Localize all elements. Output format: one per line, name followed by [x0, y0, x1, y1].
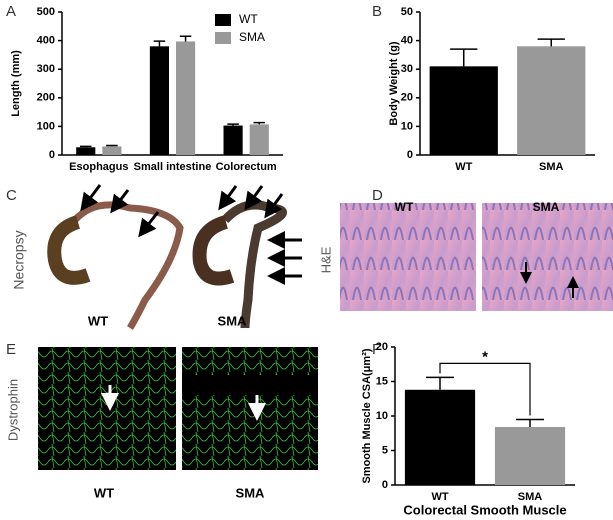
y-tick-label: 500 — [37, 6, 55, 18]
legend-swatch — [215, 14, 231, 26]
he-panel: D H&E WT SMA — [318, 187, 613, 311]
bar — [176, 41, 196, 155]
y-tick-label: 0 — [382, 479, 388, 491]
panel-label: B — [372, 3, 382, 20]
legend-label: WT — [239, 12, 258, 26]
he-image — [482, 203, 613, 311]
x-tick-label: SMA — [539, 161, 564, 173]
error-bar — [153, 40, 166, 47]
he-image — [340, 203, 476, 311]
y-tick-label: 20 — [401, 92, 413, 104]
bar — [429, 66, 498, 155]
y-tick-label: 20 — [376, 341, 388, 353]
y-tick-label: 100 — [37, 120, 55, 132]
bar-chart: B 0 10 20 30 40 50 Body Weight (g) WT SMA — [372, 3, 595, 173]
y-tick-label: 10 — [376, 410, 388, 422]
panel-label: A — [6, 3, 16, 20]
panel-label: C — [6, 187, 17, 204]
panel-label: F — [372, 341, 381, 358]
x-tick-label: Small intestine — [134, 161, 212, 173]
arrow — [138, 211, 160, 238]
error-bar — [450, 48, 478, 67]
error-bar — [425, 376, 455, 390]
arrow — [218, 185, 238, 211]
y-tick-label: 0 — [407, 149, 413, 161]
arrow — [244, 185, 264, 211]
error-bar — [80, 145, 92, 148]
bar — [76, 147, 96, 155]
group-label: WT — [88, 313, 108, 328]
y-tick-label: 10 — [401, 120, 413, 132]
panel-title: Dystrophin — [5, 379, 20, 441]
intestine-image — [72, 201, 184, 330]
panel-title: Necropsy — [11, 230, 27, 289]
panel-title: H&E — [318, 246, 333, 273]
dystrophin-panel: E Dystrophin WT SMA — [5, 341, 318, 500]
arrow — [264, 193, 284, 219]
bar — [494, 427, 566, 485]
bar — [517, 46, 586, 155]
intestine-image — [192, 215, 235, 286]
error-bar — [179, 35, 192, 42]
x-tick-label: SMA — [518, 491, 543, 503]
dystrophin-image — [38, 347, 176, 470]
dystrophin-image — [182, 375, 318, 395]
group-label: WT — [94, 485, 114, 500]
y-tick-label: 30 — [401, 63, 413, 75]
y-axis-label: Body Weight (g) — [388, 41, 400, 125]
bar — [102, 146, 122, 155]
legend-swatch — [215, 32, 231, 44]
intestine-image — [221, 200, 287, 329]
group-label: WT — [395, 200, 414, 214]
panel-label: E — [6, 341, 16, 358]
y-tick-label: 200 — [37, 92, 55, 104]
significance-label: * — [482, 348, 488, 365]
group-label: SMA — [236, 485, 266, 500]
significance-bracket — [439, 362, 531, 416]
y-tick-label: 300 — [37, 63, 55, 75]
group-label: SMA — [218, 313, 248, 328]
bar-chart: A 0 100 200 300 400 500 Length (mm) Esophagus Sma… — [6, 3, 283, 173]
x-tick-label: Esophagus — [69, 161, 128, 173]
error-bar — [106, 144, 118, 147]
x-tick-label: WT — [431, 491, 448, 503]
y-tick-label: 5 — [382, 444, 388, 456]
arrow — [80, 184, 102, 212]
y-tick-label: 15 — [376, 375, 388, 387]
bar — [404, 389, 476, 485]
x-axis-label: Colorectal Smooth Muscle — [403, 502, 566, 517]
y-tick-label: 50 — [401, 6, 413, 18]
y-axis-label: Smooth Muscle CSA(μm²) — [361, 348, 373, 483]
bar — [249, 124, 269, 155]
bar — [149, 46, 169, 155]
error-bar — [537, 38, 565, 47]
x-tick-label: WT — [455, 161, 472, 173]
bar — [223, 125, 243, 155]
error-bar — [253, 121, 265, 125]
intestine-image — [47, 215, 91, 285]
y-tick-label: 0 — [49, 149, 55, 161]
y-tick-label: 40 — [401, 35, 413, 47]
dystrophin-image — [182, 347, 318, 470]
group-label: SMA — [533, 200, 560, 214]
necropsy-panel: C Necropsy WT SMA — [6, 184, 302, 330]
panel-label: D — [372, 187, 383, 204]
legend-label: SMA — [239, 30, 265, 44]
error-bar — [515, 418, 545, 428]
y-axis-label: Length (mm) — [10, 50, 22, 117]
x-tick-label: Colorectum — [216, 161, 277, 173]
arrow — [110, 189, 130, 214]
error-bar — [227, 123, 239, 126]
y-tick-label: 400 — [37, 35, 55, 47]
